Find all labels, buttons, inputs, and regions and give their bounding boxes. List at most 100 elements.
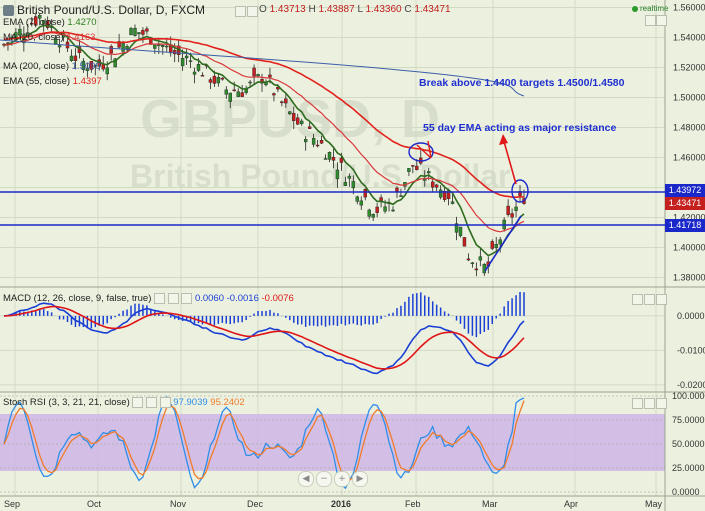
rsi-up-icon[interactable] [644, 398, 655, 409]
scroll-right-icon[interactable]: ▶ [352, 471, 368, 487]
candle [478, 256, 483, 261]
candle [73, 55, 78, 61]
macd-legend[interactable]: MACD (12, 26, close, 9, false, true) 0.0… [3, 293, 294, 305]
candle [161, 45, 165, 47]
candle [121, 43, 125, 52]
candle [407, 168, 411, 172]
candle [165, 45, 169, 48]
title-eye-icon[interactable] [235, 6, 246, 17]
rsi-down-icon[interactable] [656, 398, 667, 409]
candle [145, 28, 149, 32]
maximize-icon[interactable] [645, 15, 656, 26]
candle [315, 144, 320, 147]
time-tick: 2016 [331, 499, 351, 509]
zoom-out-icon[interactable]: − [316, 471, 332, 487]
rsi-legend[interactable]: Stoch RSI (3, 3, 21, 21, close) 97.9039 … [3, 397, 245, 409]
ma20-legend[interactable]: MA (20, close) 1.4163 [3, 32, 96, 43]
candle [240, 92, 244, 97]
candle [450, 201, 455, 204]
ema55-line [3, 31, 524, 199]
rsi-tick: 50.0000 [672, 439, 705, 449]
macd-close-icon[interactable] [181, 293, 193, 304]
candle [196, 64, 201, 71]
candle [184, 55, 189, 59]
candle [172, 50, 177, 55]
resistance-arrow [502, 137, 517, 185]
time-tick: Mar [482, 499, 498, 509]
candle [30, 22, 34, 25]
price-tick: 1.54000 [673, 33, 705, 43]
candle [458, 226, 463, 237]
candle [355, 196, 359, 202]
candle [514, 206, 518, 211]
rsi-settings-icon[interactable] [146, 397, 158, 408]
candle [311, 138, 316, 145]
candle [85, 68, 90, 71]
badge-support: 1.41718 [665, 219, 705, 232]
candle [300, 120, 304, 124]
badge-resistance: 1.43972 [665, 184, 705, 197]
scroll-left-icon[interactable]: ◀ [298, 471, 314, 487]
time-tick: Apr [564, 499, 578, 509]
candle [133, 27, 137, 36]
candle [180, 58, 185, 67]
candle [200, 75, 205, 77]
candle [284, 98, 288, 104]
candle [113, 58, 117, 68]
ohlc-readout: O 1.43713 H 1.43887 L 1.43360 C 1.43471 [259, 4, 451, 15]
candle [462, 237, 467, 247]
candle [69, 55, 74, 61]
candle [89, 61, 94, 70]
candle [81, 60, 86, 70]
current-price-ellipse [511, 179, 529, 203]
macd-down-icon[interactable] [656, 294, 667, 305]
candle [323, 158, 328, 160]
ema7-line [3, 24, 525, 257]
macd-settings-icon[interactable] [167, 293, 179, 304]
macd-line [3, 302, 525, 375]
candle [208, 79, 213, 83]
macd-eye-icon[interactable] [154, 293, 166, 304]
candle [339, 157, 344, 163]
candle [137, 32, 141, 35]
title-settings-icon[interactable] [247, 6, 258, 17]
candle [280, 101, 284, 104]
candle [343, 182, 348, 186]
price-tick: 1.40000 [673, 243, 705, 253]
macd-up-icon[interactable] [644, 294, 655, 305]
candle [34, 16, 38, 26]
candle [395, 187, 399, 192]
rsi-maximize-icon[interactable] [632, 398, 643, 409]
candle [248, 81, 252, 84]
rsi-close-icon[interactable] [159, 397, 171, 408]
zoom-in-icon[interactable]: + [334, 471, 350, 487]
macd-tick: -0.0200 [677, 380, 705, 390]
price-tick: 1.42000 [673, 213, 705, 223]
rsi-tick: 25.0000 [672, 463, 705, 473]
trendline [484, 215, 522, 272]
candle [109, 46, 113, 54]
ema7-legend[interactable]: EMA (7, close) 1.4270 [3, 17, 97, 28]
macd-maximize-icon[interactable] [632, 294, 643, 305]
candle [232, 89, 236, 92]
ema55-legend[interactable]: EMA (55, close) 1.4397 [3, 76, 102, 87]
candle [431, 181, 435, 188]
rsi-tick: 100.0000 [672, 391, 705, 401]
price-tick: 1.46000 [673, 153, 705, 163]
stoch-k-line [3, 395, 525, 490]
price-tick: 1.38000 [673, 273, 705, 283]
time-tick: Feb [405, 499, 421, 509]
ma200-legend[interactable]: MA (200, close) 1.5099 [3, 61, 101, 72]
candle [93, 65, 97, 67]
candle [188, 60, 193, 62]
candle [399, 195, 403, 197]
collapse-icon[interactable] [656, 15, 667, 26]
candle [367, 209, 371, 217]
candle [236, 91, 240, 97]
symbol-icon[interactable] [3, 5, 14, 16]
candle [319, 140, 324, 144]
candle [22, 34, 26, 44]
rsi-eye-icon[interactable] [132, 397, 144, 408]
candle [303, 139, 308, 143]
